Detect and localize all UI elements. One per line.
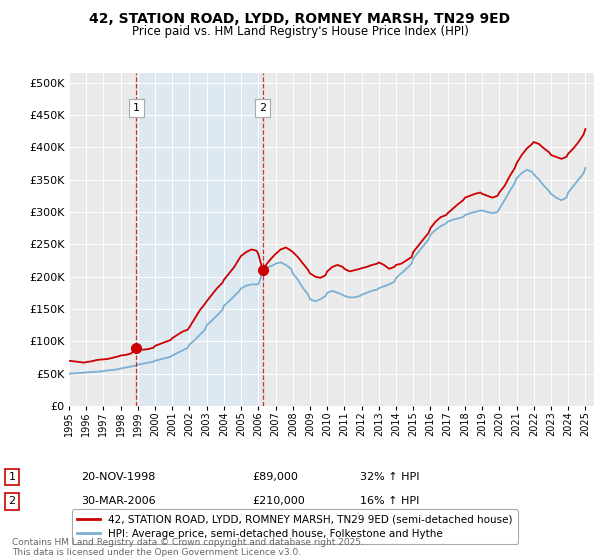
Text: 16% ↑ HPI: 16% ↑ HPI <box>360 496 419 506</box>
Text: 32% ↑ HPI: 32% ↑ HPI <box>360 472 419 482</box>
Text: Contains HM Land Registry data © Crown copyright and database right 2025.
This d: Contains HM Land Registry data © Crown c… <box>12 538 364 557</box>
Text: £210,000: £210,000 <box>252 496 305 506</box>
Text: 30-MAR-2006: 30-MAR-2006 <box>81 496 155 506</box>
Text: 2: 2 <box>8 496 16 506</box>
Text: £89,000: £89,000 <box>252 472 298 482</box>
Text: Price paid vs. HM Land Registry's House Price Index (HPI): Price paid vs. HM Land Registry's House … <box>131 25 469 38</box>
Text: 1: 1 <box>133 104 140 113</box>
Bar <box>136 73 263 406</box>
Text: 20-NOV-1998: 20-NOV-1998 <box>81 472 155 482</box>
Text: 1: 1 <box>8 472 16 482</box>
Text: 42, STATION ROAD, LYDD, ROMNEY MARSH, TN29 9ED: 42, STATION ROAD, LYDD, ROMNEY MARSH, TN… <box>89 12 511 26</box>
Legend: 42, STATION ROAD, LYDD, ROMNEY MARSH, TN29 9ED (semi-detached house), HPI: Avera: 42, STATION ROAD, LYDD, ROMNEY MARSH, TN… <box>71 510 518 544</box>
Text: 2: 2 <box>259 104 266 113</box>
